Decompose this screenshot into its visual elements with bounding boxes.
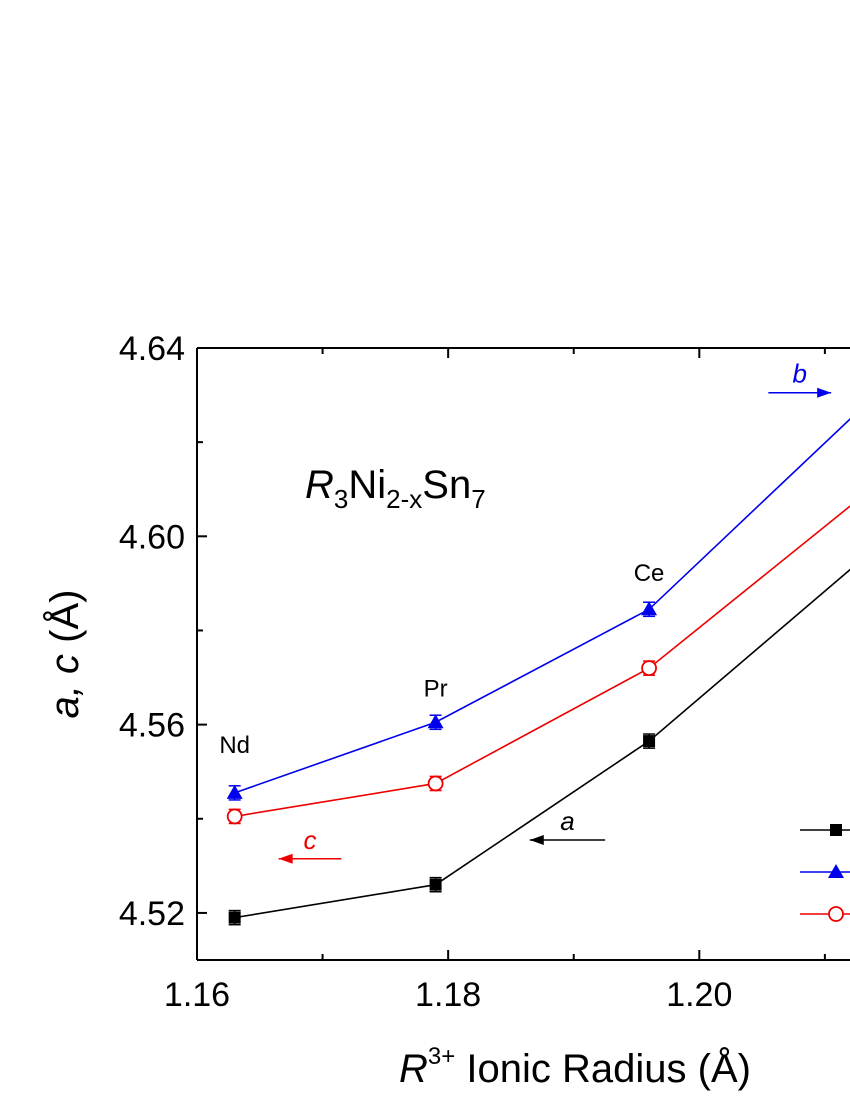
y-tick-label: 4.60 [119,518,185,556]
arrow-b: b [768,359,832,398]
arrow-head [278,853,293,864]
plot-frame [196,347,850,961]
series-line-a [234,568,850,919]
x-tick-label: 1.18 [415,976,481,1014]
axis-arrows: a b c [278,359,832,864]
data-point-c [226,808,243,825]
series-c [226,505,850,825]
series-layer [226,417,850,926]
legend-marker [828,906,844,922]
legend-entry-b [800,864,850,878]
y-axis-label: a, c (Å) [42,590,87,719]
y-tick-label: 4.64 [119,330,185,368]
x-axis-label: R3+ Ionic Radius (Å) [399,1043,751,1091]
data-point-b [427,714,444,729]
legend-marker [830,824,842,836]
series-a [228,568,850,926]
legend [800,824,850,922]
series-b [226,417,850,801]
compound-formula: R3Ni2-xSn7 [305,463,486,514]
arrow-label: b [793,359,807,389]
arrow-head [529,834,544,845]
series-line-b [234,417,850,794]
data-point-a [643,735,656,748]
element-labels: Nd Pr Ce [219,560,664,759]
data-point-b [641,601,658,616]
legend-marker [828,864,844,878]
legend-entry-a [800,824,850,836]
arrow-c: c [278,825,342,864]
data-point-b [226,784,243,799]
x-axis: 1.16 1.18 1.20 [164,348,826,1014]
y-tick-label: 4.56 [119,707,185,745]
y-tick-label: 4.52 [119,895,185,933]
data-point-c [427,775,444,792]
data-point-a [429,878,442,891]
element-label: Pr [424,675,448,702]
arrow-head [817,387,832,398]
data-point-a [228,911,241,924]
legend-entry-c [800,906,850,922]
x-tick-label: 1.20 [666,976,732,1014]
arrow-label: a [560,806,574,836]
data-point-c [641,660,657,677]
y-axis: 4.52 4.56 4.60 4.64 [119,330,207,933]
arrow-a: a [529,806,606,845]
x-tick-label: 1.16 [164,976,230,1014]
arrow-label: c [304,825,317,855]
element-label: Ce [634,560,665,587]
series-line-c [234,505,850,818]
element-label: Nd [219,732,250,759]
